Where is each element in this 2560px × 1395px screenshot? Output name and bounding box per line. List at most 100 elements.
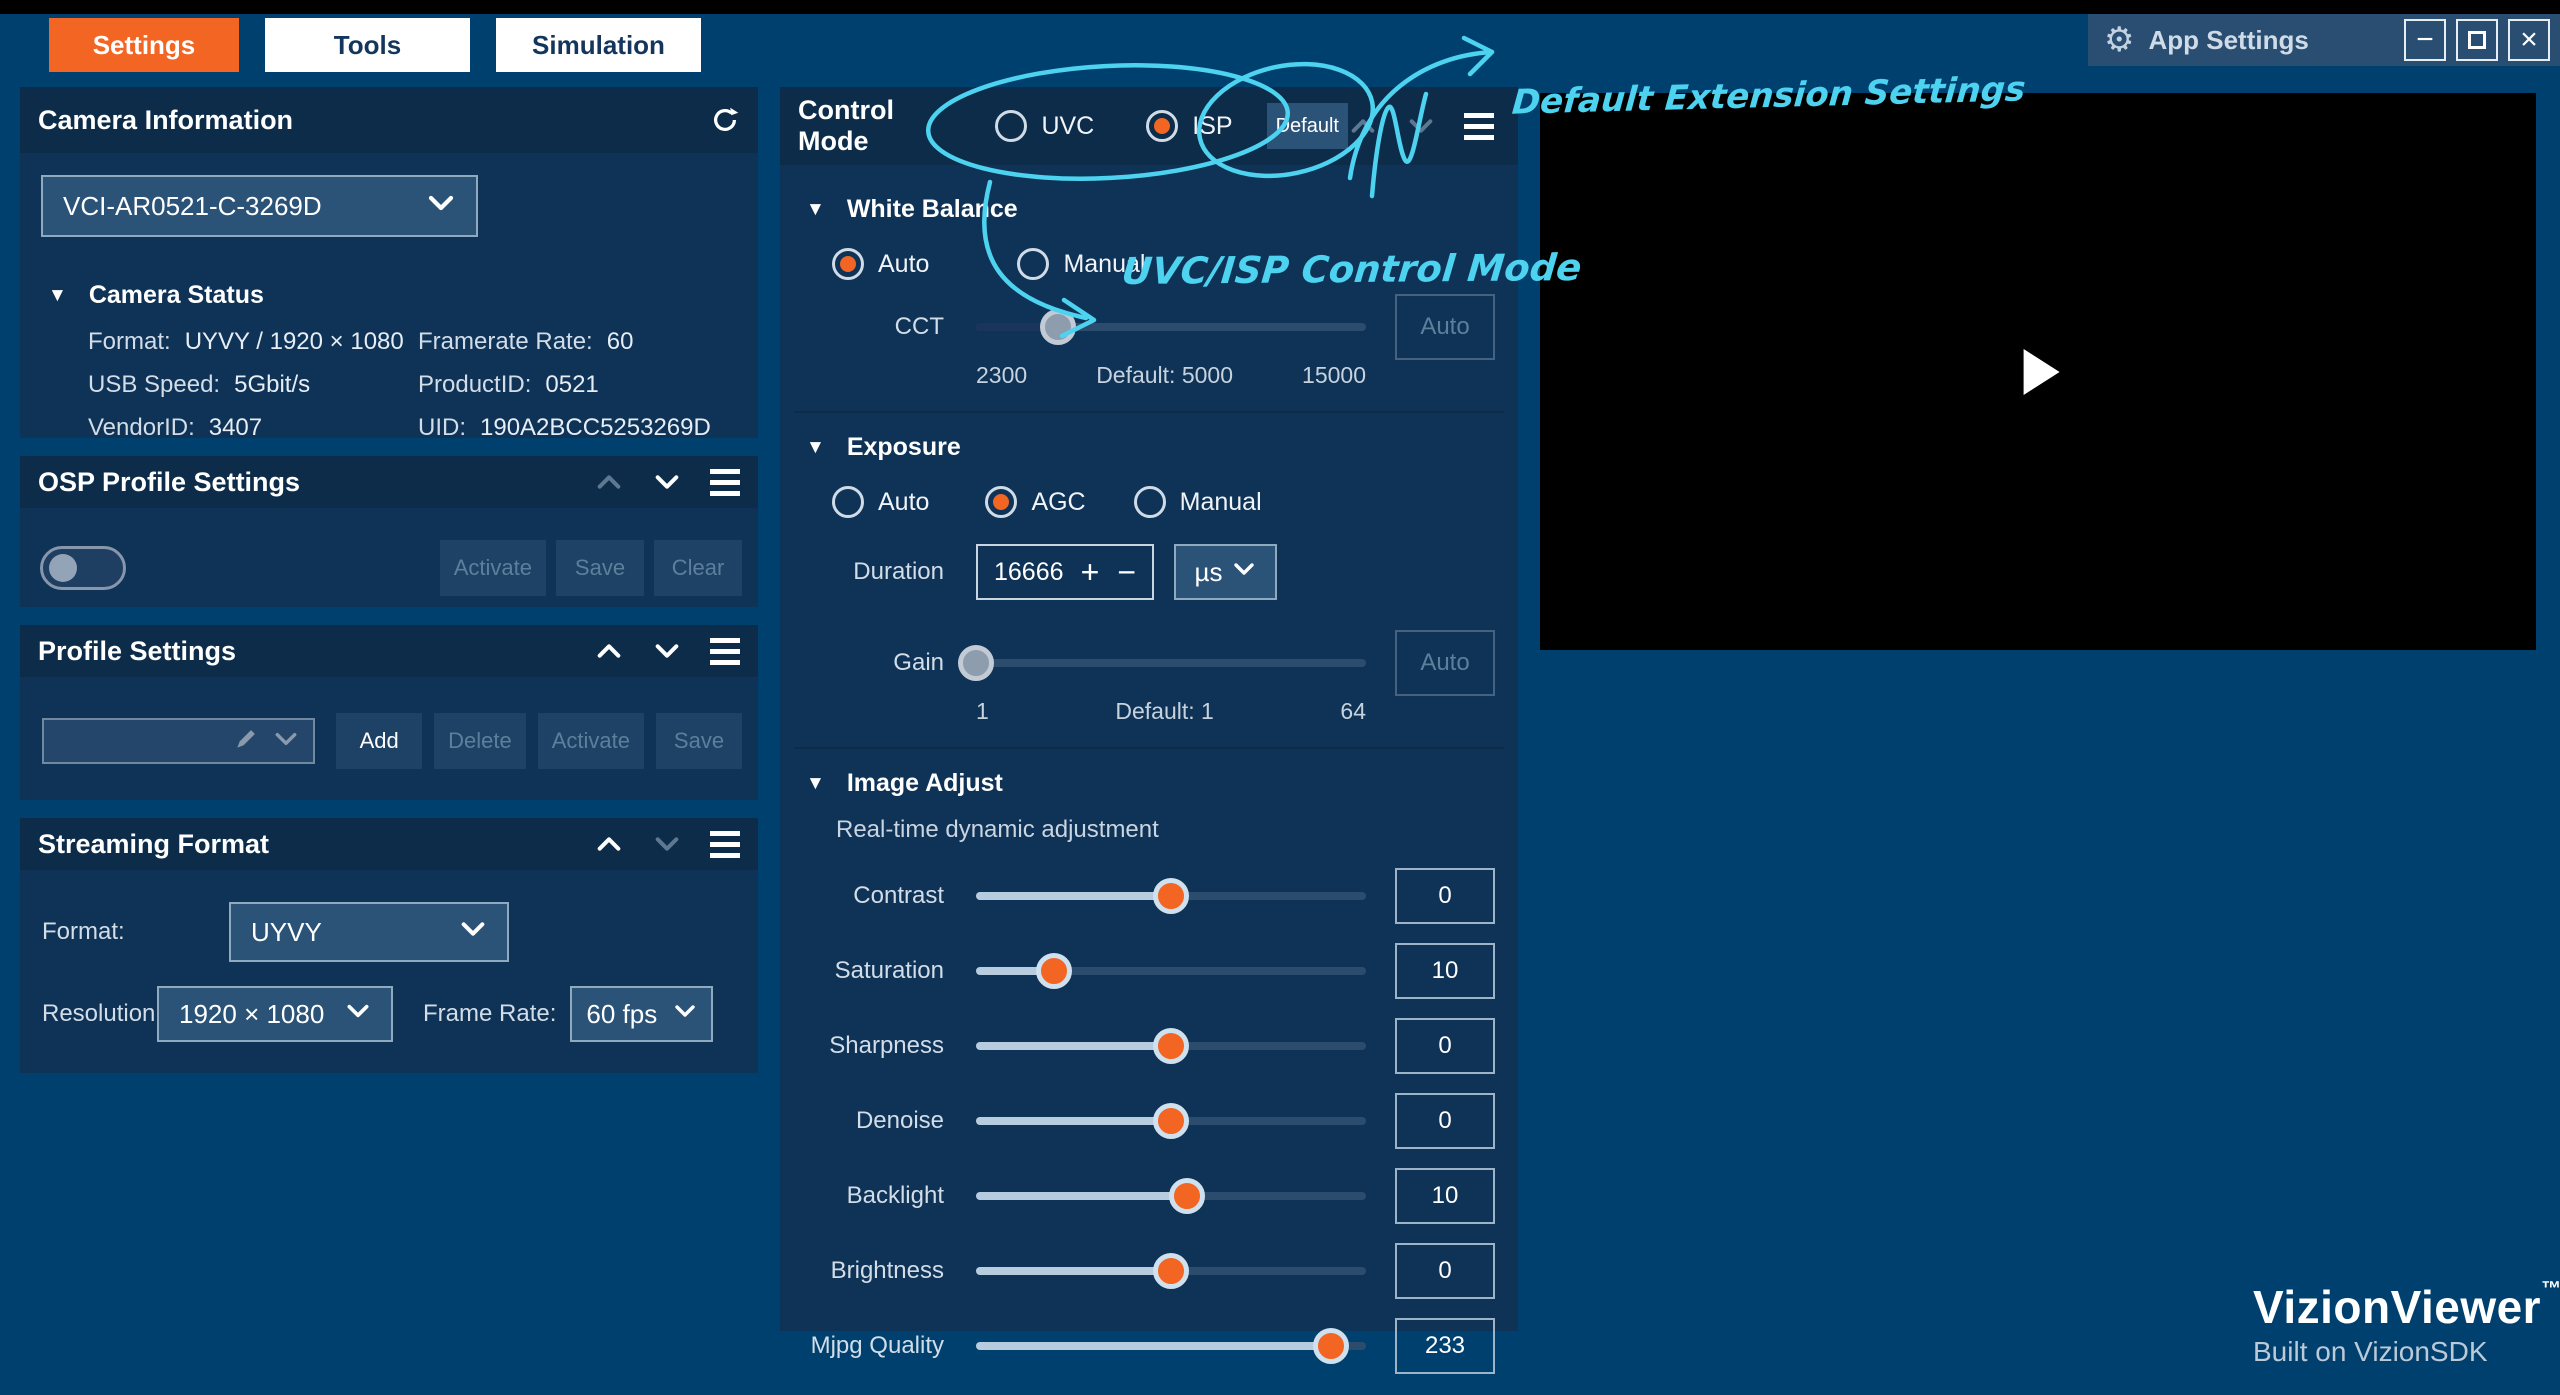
collapse-triangle-icon[interactable]: ▼ [806,772,825,794]
exp-agc-radio[interactable] [985,486,1018,518]
control-mode-title: Control Mode [798,95,894,156]
exp-auto-radio-group[interactable]: Auto [832,486,929,518]
contrast-slider-thumb[interactable] [1153,878,1189,914]
framerate-dropdown[interactable]: 60 fps [570,986,714,1042]
exp-auto-label: Auto [878,487,930,516]
section-divider [794,747,1504,749]
tab-settings[interactable]: Settings [49,18,239,72]
profile-save-button[interactable]: Save [656,713,742,769]
isp-radio[interactable] [1146,110,1179,142]
profile-delete-button[interactable]: Delete [434,713,526,769]
menu-icon[interactable] [710,637,740,665]
denoise-value[interactable]: 0 [1395,1093,1495,1149]
saturation-slider-thumb[interactable] [1036,953,1072,989]
saturation-slider[interactable] [976,943,1366,999]
osp-save-button[interactable]: Save [556,540,644,596]
exp-manual-radio-group[interactable]: Manual [1133,486,1262,518]
wb-auto-radio[interactable] [832,248,864,280]
mjpg-quality-slider[interactable] [976,1318,1366,1374]
panel-title: Camera Information [38,104,294,135]
chevron-down-icon[interactable] [652,636,682,666]
isp-radio-group[interactable]: ISP [1146,110,1233,142]
default-button[interactable]: Default [1266,103,1348,149]
profile-select-dropdown[interactable] [42,718,315,764]
duration-input[interactable]: 16666 + − [976,544,1154,600]
decrement-icon[interactable]: − [1117,554,1136,590]
maximize-button[interactable] [2456,19,2498,61]
contrast-slider[interactable] [976,868,1366,924]
osp-enable-toggle[interactable] [40,546,126,590]
exp-agc-radio-group[interactable]: AGC [985,486,1086,518]
camera-select-dropdown[interactable]: VCI-AR0521-C-3269D [41,175,478,237]
panel-title: OSP Profile Settings [38,466,301,497]
osp-profile-settings-panel: OSP Profile Settings Activate Save Clear [20,456,758,607]
chevron-down-icon [345,998,371,1031]
sharpness-value[interactable]: 0 [1395,1018,1495,1074]
chevron-down-icon[interactable] [652,829,682,859]
trademark: ™ [2541,1278,2560,1300]
cct-slider[interactable] [976,299,1366,355]
mjpg-quality-slider-thumb[interactable] [1312,1328,1349,1364]
osp-clear-button[interactable]: Clear [654,540,742,596]
gain-slider[interactable] [958,635,1366,691]
collapse-triangle-icon[interactable]: ▼ [806,198,825,220]
exp-auto-radio[interactable] [832,486,864,518]
minimize-button[interactable]: − [2404,19,2446,61]
resolution-dropdown[interactable]: 1920 × 1080 [157,986,393,1042]
tab-tools[interactable]: Tools [265,18,470,72]
refresh-icon[interactable] [710,105,740,135]
denoise-slider-thumb[interactable] [1153,1103,1189,1139]
menu-icon[interactable] [1464,112,1494,140]
uvc-radio-group[interactable]: UVC [995,110,1094,142]
play-icon[interactable] [2023,348,2060,395]
increment-icon[interactable]: + [1080,554,1100,590]
close-icon: × [2520,23,2538,56]
profile-add-button[interactable]: Add [336,713,423,769]
contrast-value[interactable]: 0 [1395,868,1495,924]
wb-manual-radio[interactable] [1017,248,1050,280]
camera-status-title: Camera Status [88,281,264,309]
brightness-slider[interactable] [976,1243,1366,1299]
chevron-up-icon[interactable] [594,829,624,859]
osp-activate-button[interactable]: Activate [439,540,546,596]
chevron-up-icon[interactable] [1348,111,1378,141]
gear-icon: ⚙ [2104,21,2135,59]
wb-auto-radio-group[interactable]: Auto [832,248,929,280]
annotation-arrowhead-up [1461,35,1495,77]
tab-simulation[interactable]: Simulation [496,18,701,72]
chevron-up-icon[interactable] [594,636,624,666]
sharpness-slider-thumb[interactable] [1153,1028,1189,1064]
collapse-triangle-icon[interactable]: ▼ [48,284,67,306]
brightness-value[interactable]: 0 [1395,1243,1495,1299]
cct-slider-thumb[interactable] [1039,309,1076,345]
exp-manual-radio[interactable] [1133,486,1166,518]
framerate-label: Frame Rate: [423,1000,557,1027]
menu-icon[interactable] [710,468,740,496]
backlight-slider-thumb[interactable] [1168,1178,1205,1214]
backlight-slider[interactable] [976,1168,1366,1224]
gain-slider-thumb[interactable] [958,645,994,681]
denoise-slider[interactable] [976,1093,1366,1149]
backlight-value[interactable]: 10 [1395,1168,1495,1224]
mjpg-quality-value[interactable]: 233 [1395,1318,1495,1374]
duration-unit-dropdown[interactable]: µs [1174,544,1277,600]
menu-icon[interactable] [710,830,740,858]
profile-activate-button[interactable]: Activate [537,713,644,769]
uvc-radio[interactable] [995,110,1028,142]
close-button[interactable]: × [2508,19,2550,61]
format-dropdown[interactable]: UYVY [229,902,509,962]
gain-auto-button[interactable]: Auto [1395,630,1495,696]
video-preview[interactable] [1540,93,2536,650]
cct-label: CCT [894,313,944,340]
wb-manual-radio-group[interactable]: Manual [1017,248,1145,280]
sharpness-slider[interactable] [976,1018,1366,1074]
collapse-triangle-icon[interactable]: ▼ [806,436,825,458]
brightness-slider-thumb[interactable] [1153,1253,1189,1289]
chevron-down-icon[interactable] [652,467,682,497]
chevron-up-icon[interactable] [594,467,624,497]
chevron-down-icon[interactable] [1406,111,1436,141]
saturation-value[interactable]: 10 [1395,943,1495,999]
cct-auto-button[interactable]: Auto [1395,294,1495,360]
toggle-knob [49,554,77,582]
cct-default: Default: 5000 [1096,362,1234,388]
